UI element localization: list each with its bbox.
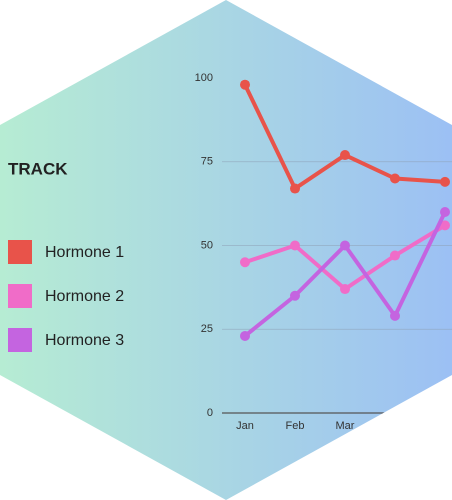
data-point [240,330,250,341]
legend-label: Hormone 2 [45,288,124,305]
data-point [340,284,350,295]
data-point [290,240,300,251]
data-point [340,150,350,161]
data-point [240,79,250,90]
data-point [340,240,350,251]
y-tick-label: 0 [207,407,213,419]
legend-label: Hormone 1 [45,244,124,261]
data-point [390,250,400,261]
x-tick-label: Jan [236,420,254,432]
y-tick-label: 75 [201,156,213,168]
x-tick-label: Mar [336,420,355,432]
data-point [390,173,400,184]
data-point [440,220,450,231]
y-tick-label: 100 [195,72,213,84]
data-point [290,183,300,194]
legend-swatch [8,240,32,264]
data-point [440,207,450,217]
y-tick-label: 25 [201,323,213,335]
y-tick-label: 50 [201,239,213,251]
data-point [390,310,400,321]
x-tick-label: Feb [286,420,305,432]
data-point [290,290,300,301]
legend-title: TRACK [8,159,68,178]
legend-swatch [8,328,32,352]
legend-swatch [8,284,32,308]
legend-label: Hormone 3 [45,332,124,349]
data-point [240,257,250,268]
data-point [440,176,450,187]
